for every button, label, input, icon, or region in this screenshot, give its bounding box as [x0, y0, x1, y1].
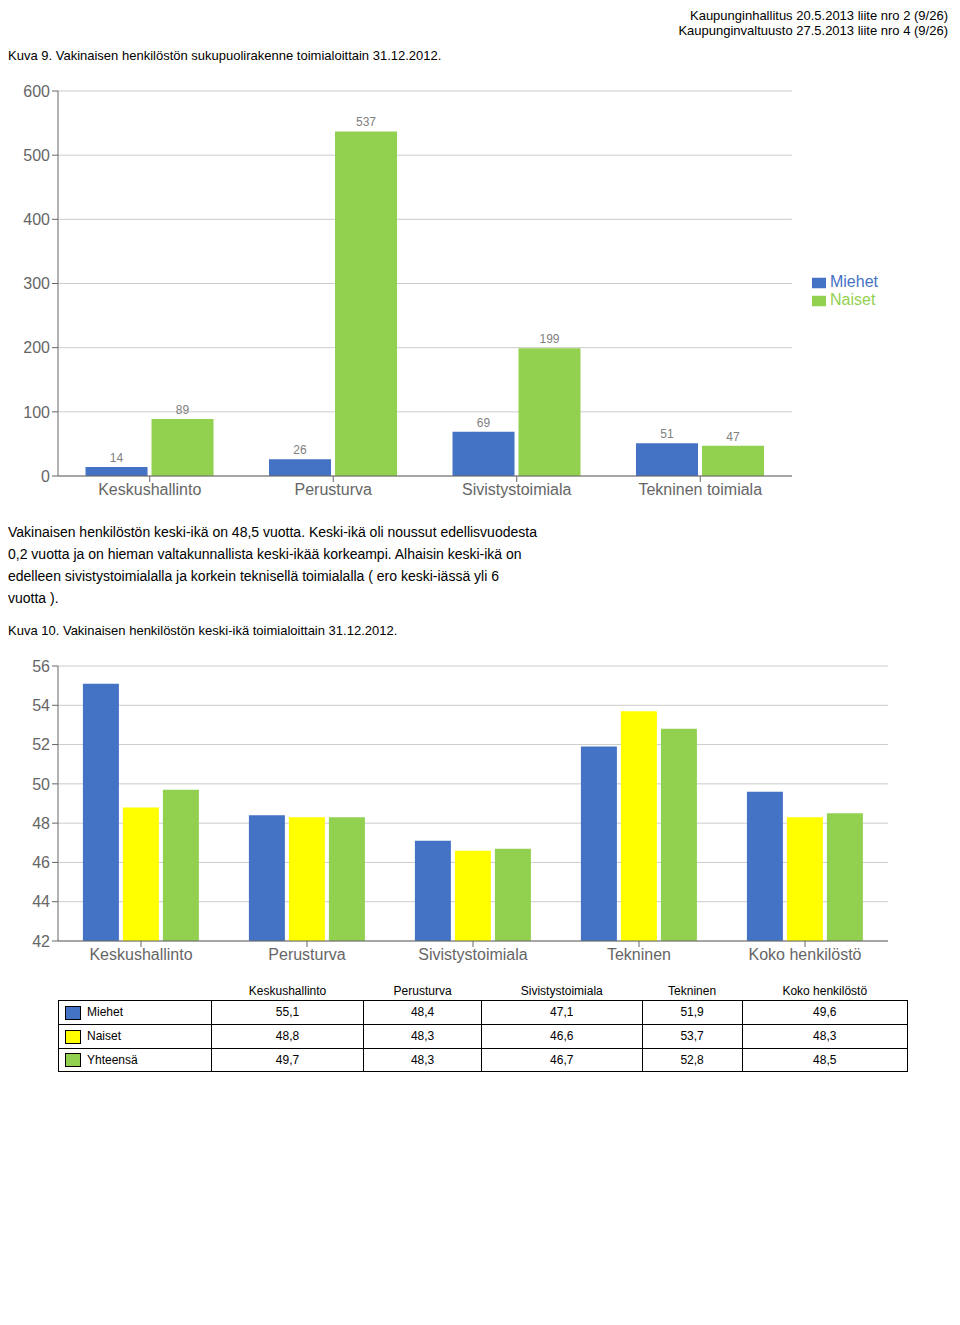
html-text:Koko henkilöstö: Koko henkilöstö — [782, 984, 868, 998]
svg-text:Perusturva: Perusturva — [268, 946, 345, 963]
html-text:Miehet: Miehet — [87, 1005, 123, 1019]
html-text:47,1: 47,1 — [550, 1005, 574, 1020]
html-text:48,3: 48,3 — [410, 1029, 435, 1044]
html-text:Naiset: Naiset — [87, 1028, 121, 1043]
svg-text:89: 89 — [176, 403, 190, 417]
svg-text:51: 51 — [660, 427, 674, 441]
html-text:53,7: 53,7 — [680, 1029, 704, 1044]
html-text:52,8: 52,8 — [680, 1053, 704, 1068]
svg-text:Sivistystoimiala: Sivistystoimiala — [462, 481, 571, 498]
html-text:48,3: 48,3 — [410, 1053, 435, 1068]
svg-text:69: 69 — [477, 416, 491, 430]
html-text:48,8: 48,8 — [275, 1029, 300, 1044]
html-text:0,2 vuotta ja on hieman valtak: 0,2 vuotta ja on hieman valtakunnallista… — [8, 546, 522, 562]
svg-text:14: 14 — [110, 451, 124, 465]
html-text:49,7: 49,7 — [275, 1053, 300, 1068]
html-text:Naiset: Naiset — [830, 291, 876, 308]
svg-text:0: 0 — [41, 468, 50, 485]
html-text:Kuva 9. Vakinaisen henkilöstön: Kuva 9. Vakinaisen henkilöstön sukupuoli… — [8, 48, 442, 63]
svg-text:46: 46 — [32, 854, 50, 871]
svg-text:Keskushallinto: Keskushallinto — [98, 481, 201, 498]
svg-text:50: 50 — [32, 776, 50, 793]
html-text:Kuva 10. Vakinaisen henkilöstö: Kuva 10. Vakinaisen henkilöstön keski-ik… — [8, 623, 398, 638]
html-text:46,6: 46,6 — [550, 1029, 574, 1044]
html-text:46,7: 46,7 — [550, 1053, 574, 1068]
svg-text:Tekninen: Tekninen — [607, 946, 671, 963]
svg-text:600: 600 — [23, 83, 50, 100]
html-text:Keskushallinto: Keskushallinto — [248, 984, 327, 998]
svg-text:56: 56 — [32, 658, 50, 675]
html-text:55,1: 55,1 — [275, 1005, 300, 1020]
svg-text:Perusturva: Perusturva — [295, 481, 372, 498]
svg-text:42: 42 — [32, 933, 50, 950]
svg-text:48: 48 — [32, 815, 50, 832]
html-text:51,9: 51,9 — [680, 1005, 704, 1020]
svg-text:500: 500 — [23, 147, 50, 164]
svg-text:200: 200 — [23, 339, 50, 356]
html-text:49,6: 49,6 — [813, 1005, 837, 1020]
svg-text:44: 44 — [32, 893, 50, 910]
svg-text:26: 26 — [293, 443, 307, 457]
html-text:48,5: 48,5 — [813, 1053, 837, 1068]
svg-text:199: 199 — [539, 332, 559, 346]
svg-text:100: 100 — [23, 404, 50, 421]
html-text:edelleen sivistystoimialalla j: edelleen sivistystoimialalla ja korkein … — [8, 568, 499, 584]
svg-text:Sivistystoimiala: Sivistystoimiala — [418, 946, 527, 963]
html-text:Sivistystoimiala: Sivistystoimiala — [520, 984, 603, 998]
html-text:Kaupunginhallitus 20.5.2013 li: Kaupunginhallitus 20.5.2013 liite nro 2 … — [690, 8, 948, 23]
svg-text:Keskushallinto: Keskushallinto — [89, 946, 192, 963]
html-text:Kaupunginvaltuusto 27.5.2013 l: Kaupunginvaltuusto 27.5.2013 liite nro 4… — [678, 23, 948, 38]
svg-text:Koko henkilöstö: Koko henkilöstö — [749, 946, 862, 963]
svg-text:47: 47 — [726, 430, 740, 444]
svg-text:537: 537 — [356, 115, 376, 129]
html-text:Vakinaisen henkilöstön keski-i: Vakinaisen henkilöstön keski-ikä on 48,5… — [8, 524, 537, 540]
svg-text:52: 52 — [32, 736, 50, 753]
html-text:48,4: 48,4 — [410, 1005, 435, 1020]
svg-text:300: 300 — [23, 275, 50, 292]
html-text:Perusturva: Perusturva — [393, 984, 452, 998]
html-text:Tekninen: Tekninen — [668, 984, 717, 998]
svg-text:Tekninen toimiala: Tekninen toimiala — [638, 481, 762, 498]
html-text:Miehet: Miehet — [830, 273, 878, 290]
html-text:vuotta ).: vuotta ). — [8, 590, 59, 606]
html-text:Yhteensä: Yhteensä — [87, 1052, 138, 1067]
html-text:48,3: 48,3 — [813, 1029, 837, 1044]
svg-text:54: 54 — [32, 697, 50, 714]
svg-text:400: 400 — [23, 211, 50, 228]
